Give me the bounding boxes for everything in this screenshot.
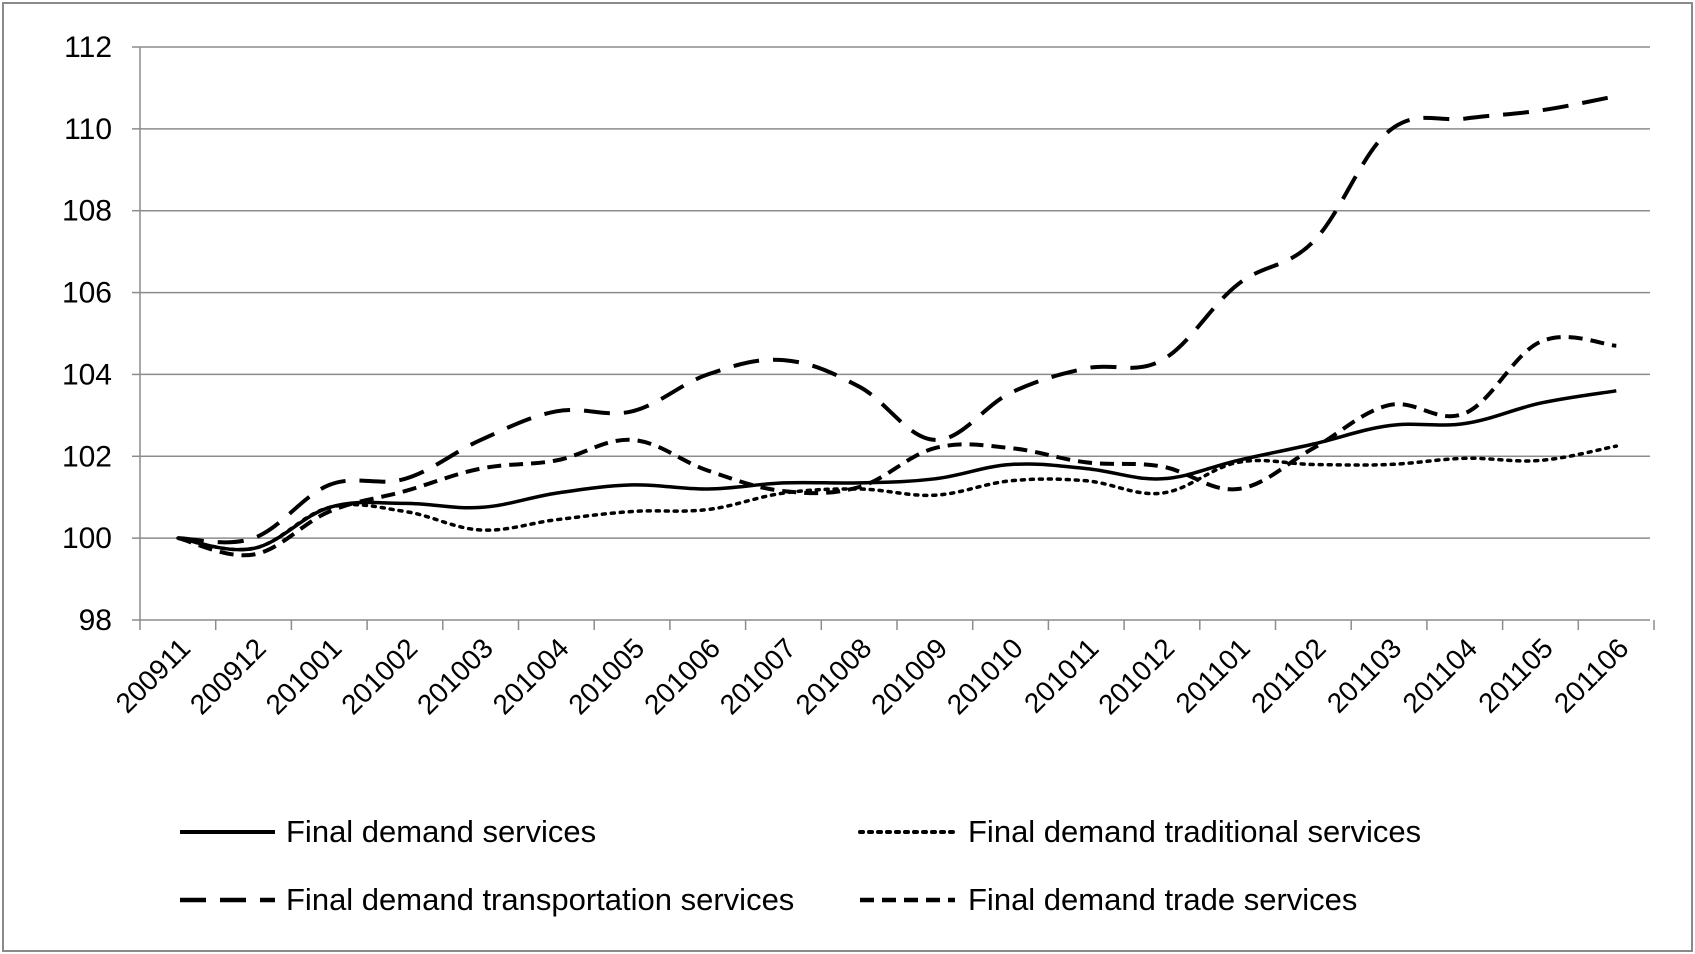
- legend-label: Final demand transportation services: [286, 882, 794, 917]
- y-tick-label: 104: [62, 358, 112, 391]
- series-lines: [176, 94, 1619, 558]
- legend-label: Final demand traditional services: [968, 814, 1421, 849]
- series-line-final-demand-trade-services: [177, 335, 1617, 558]
- grid-lines: [140, 46, 1650, 539]
- legend: Final demand services Final demand tradit…: [180, 814, 1421, 917]
- y-tick-label: 98: [79, 604, 112, 637]
- y-tick-label: 112: [64, 31, 112, 64]
- legend-label: Final demand services: [286, 814, 596, 849]
- y-tick-label: 110: [64, 113, 112, 146]
- legend-label: Final demand trade services: [968, 882, 1357, 917]
- y-tick-label: 102: [62, 440, 112, 473]
- series-line-final-demand-transportation-services: [177, 94, 1617, 545]
- y-tick-label: 108: [62, 195, 112, 228]
- y-tick-label: 100: [62, 522, 112, 555]
- y-tick-label: 106: [62, 277, 112, 310]
- series-line-final-demand-traditional-services: [176, 444, 1619, 552]
- series-line-final-demand-services: [177, 389, 1617, 552]
